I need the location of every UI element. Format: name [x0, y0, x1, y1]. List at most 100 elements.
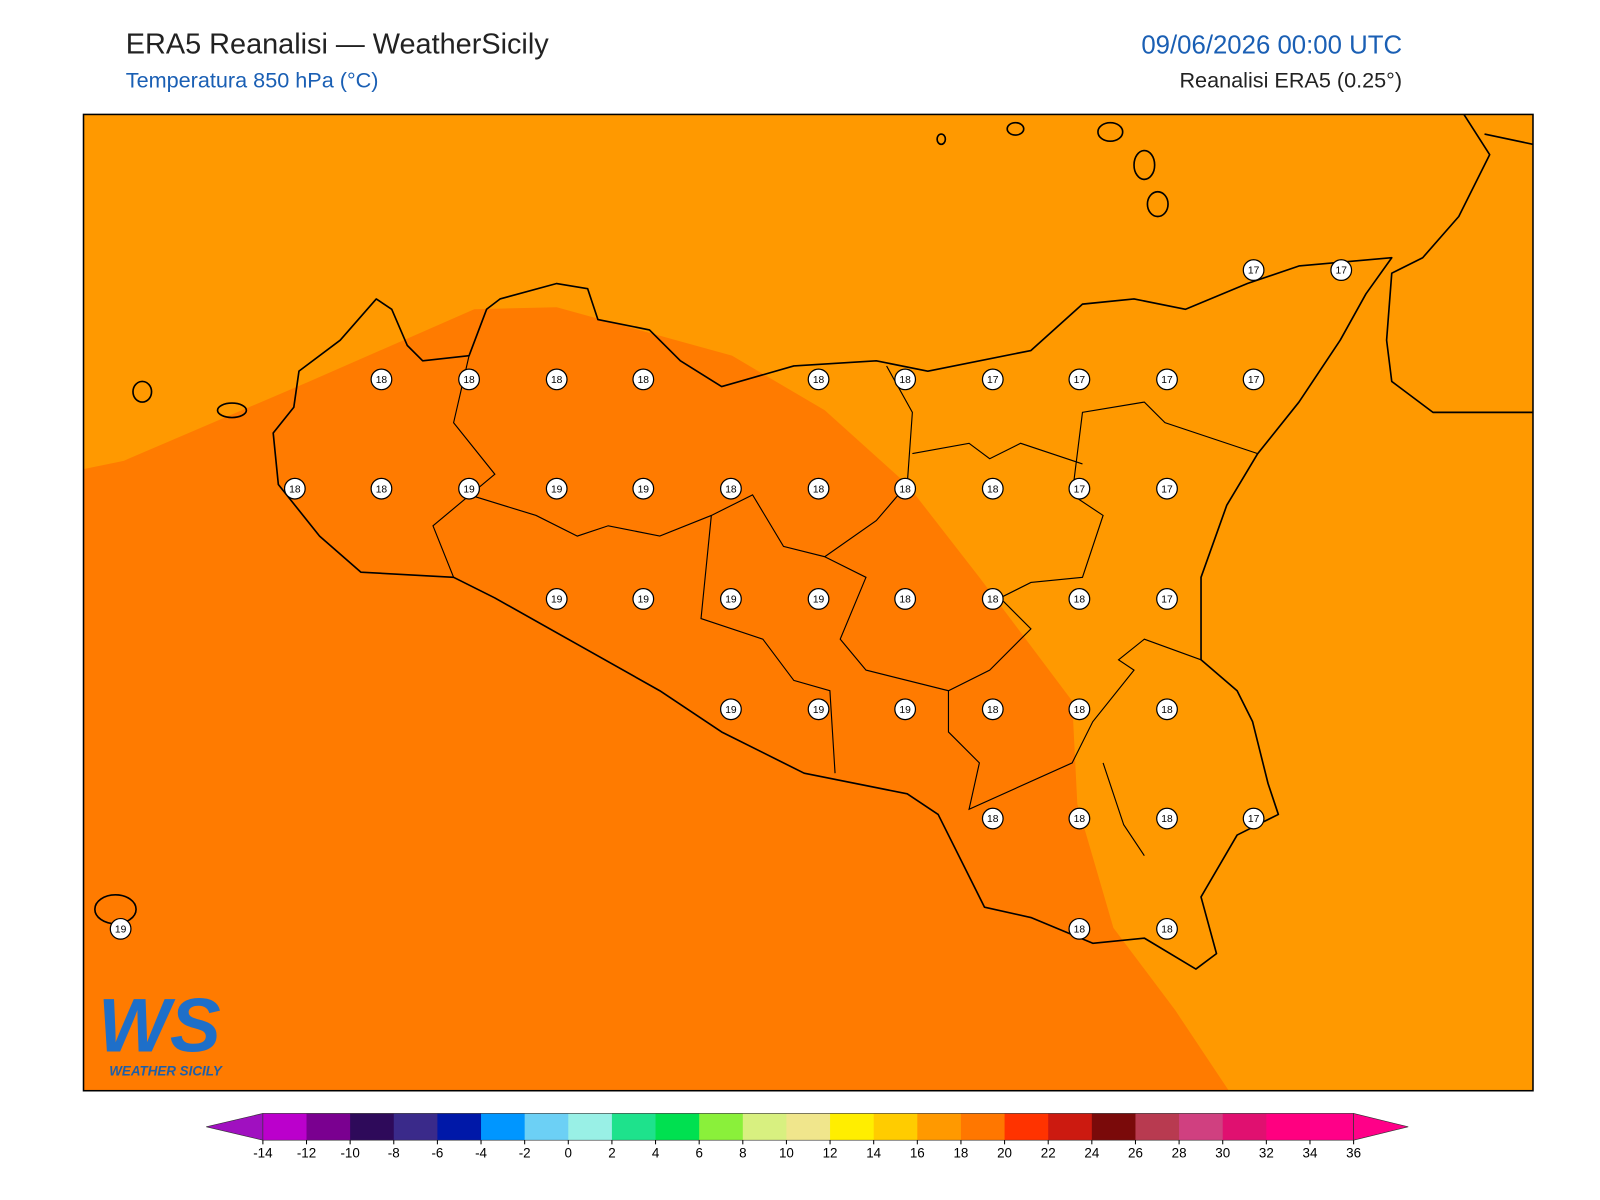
colorbar-bin	[960, 1113, 1006, 1141]
colorbar-tick-label: 10	[779, 1146, 794, 1161]
colorbar-tick-label: 0	[565, 1146, 572, 1161]
station-value: 19	[813, 705, 825, 716]
colorbar-tick-label: 22	[1041, 1146, 1056, 1161]
station-marker	[1068, 698, 1091, 721]
colorbar-tick-label: 6	[695, 1146, 702, 1161]
colorbar-bin	[568, 1113, 613, 1141]
colorbar-tick-label: 36	[1346, 1146, 1361, 1161]
island	[1133, 149, 1156, 181]
station-value: 18	[813, 375, 825, 386]
island	[1097, 121, 1124, 143]
station-value: 18	[899, 595, 911, 606]
station-value: 18	[899, 484, 911, 495]
colorbar-tick-label: -12	[297, 1146, 316, 1161]
logo-text: WEATHER SICILY	[109, 1063, 223, 1078]
station-value: 18	[376, 484, 388, 495]
station-marker	[632, 368, 655, 391]
station-marker	[1242, 259, 1265, 282]
colorbar-tick-label: 14	[866, 1146, 881, 1161]
colorbar-bin	[437, 1113, 482, 1141]
title: ERA5 Reanalisi — WeatherSicily	[126, 29, 549, 61]
station-marker	[981, 807, 1004, 830]
station-marker	[1242, 807, 1265, 830]
station-value: 18	[987, 484, 999, 495]
station-marker	[720, 477, 742, 500]
colorbar-bin	[655, 1113, 700, 1141]
station-value: 18	[725, 484, 737, 495]
station-marker	[1068, 917, 1091, 940]
station-marker	[1156, 807, 1178, 830]
station-marker	[283, 477, 306, 500]
station-marker	[458, 368, 480, 391]
source: Reanalisi ERA5 (0.25°)	[1179, 68, 1402, 93]
station-marker	[981, 588, 1004, 610]
station-marker	[894, 368, 917, 391]
station-value: 18	[1074, 595, 1086, 606]
station-value: 18	[1161, 814, 1173, 825]
colorbar-bin	[481, 1113, 526, 1141]
station-value: 17	[1248, 266, 1260, 277]
colorbar-tick-label: 16	[910, 1146, 925, 1161]
station-value: 17	[987, 375, 999, 386]
station-value: 19	[115, 924, 127, 935]
station-value: 18	[987, 705, 999, 716]
colorbar-tick-label: -4	[475, 1146, 487, 1161]
station-marker	[1330, 259, 1353, 282]
station-value: 18	[1074, 814, 1086, 825]
colorbar-tick-label: 2	[608, 1146, 615, 1161]
station-marker	[545, 368, 568, 391]
colorbar-bin	[699, 1113, 744, 1141]
station-value: 18	[551, 375, 563, 386]
station-marker	[632, 588, 655, 610]
station-value: 19	[551, 595, 563, 606]
calabria-coast	[1385, 114, 1533, 414]
station-value: 18	[1074, 924, 1086, 935]
colorbar-bin	[306, 1113, 351, 1141]
island	[1006, 121, 1025, 136]
subtitle: Temperatura 850 hPa (°C)	[126, 68, 379, 93]
station-marker	[632, 477, 655, 500]
colorbar-tick-label: 34	[1303, 1146, 1318, 1161]
station-value: 19	[638, 484, 650, 495]
station-value: 17	[1336, 266, 1348, 277]
station-value: 18	[1161, 924, 1173, 935]
colorbar-bin	[1309, 1113, 1355, 1141]
map: 17 17 18 18 18 18 18 18 17 17 17 17 18 18 19 19 19 18 18 18…	[83, 114, 1533, 1091]
station-value: 18	[638, 375, 650, 386]
station-value: 19	[463, 484, 475, 495]
station-marker	[807, 477, 830, 500]
island	[1146, 190, 1169, 218]
station-value: 18	[1074, 705, 1086, 716]
station-marker	[894, 698, 917, 721]
station-marker	[894, 477, 917, 500]
colorbar-bin	[742, 1113, 787, 1141]
colorbar-tick-label: 28	[1172, 1146, 1187, 1161]
station-marker	[458, 477, 480, 500]
station-value: 19	[725, 705, 737, 716]
station-marker	[1156, 477, 1178, 500]
station-value: 19	[813, 595, 825, 606]
station-marker	[981, 698, 1004, 721]
station-value: 17	[1074, 375, 1086, 386]
colorbar-bin	[524, 1113, 569, 1141]
station-marker	[545, 477, 568, 500]
colorbar-tick-label: 18	[953, 1146, 968, 1161]
map-frame	[82, 113, 1534, 1092]
station-marker	[807, 588, 830, 610]
station-value: 18	[813, 484, 825, 495]
colorbar-bin	[873, 1113, 918, 1141]
station-marker	[981, 477, 1004, 500]
colorbar-tick-label: 8	[739, 1146, 746, 1161]
station-marker	[807, 368, 830, 391]
colorbar-bin	[1091, 1113, 1136, 1141]
colorbar-bin	[830, 1113, 875, 1141]
colorbar-bin	[262, 1113, 308, 1141]
colorbar-bin	[786, 1113, 831, 1141]
station-marker	[1068, 807, 1091, 830]
station-value: 18	[899, 375, 911, 386]
station-marker	[720, 588, 742, 610]
station-value: 17	[1161, 484, 1173, 495]
station-marker	[1068, 368, 1091, 391]
colorbar-tick-label: -8	[388, 1146, 400, 1161]
